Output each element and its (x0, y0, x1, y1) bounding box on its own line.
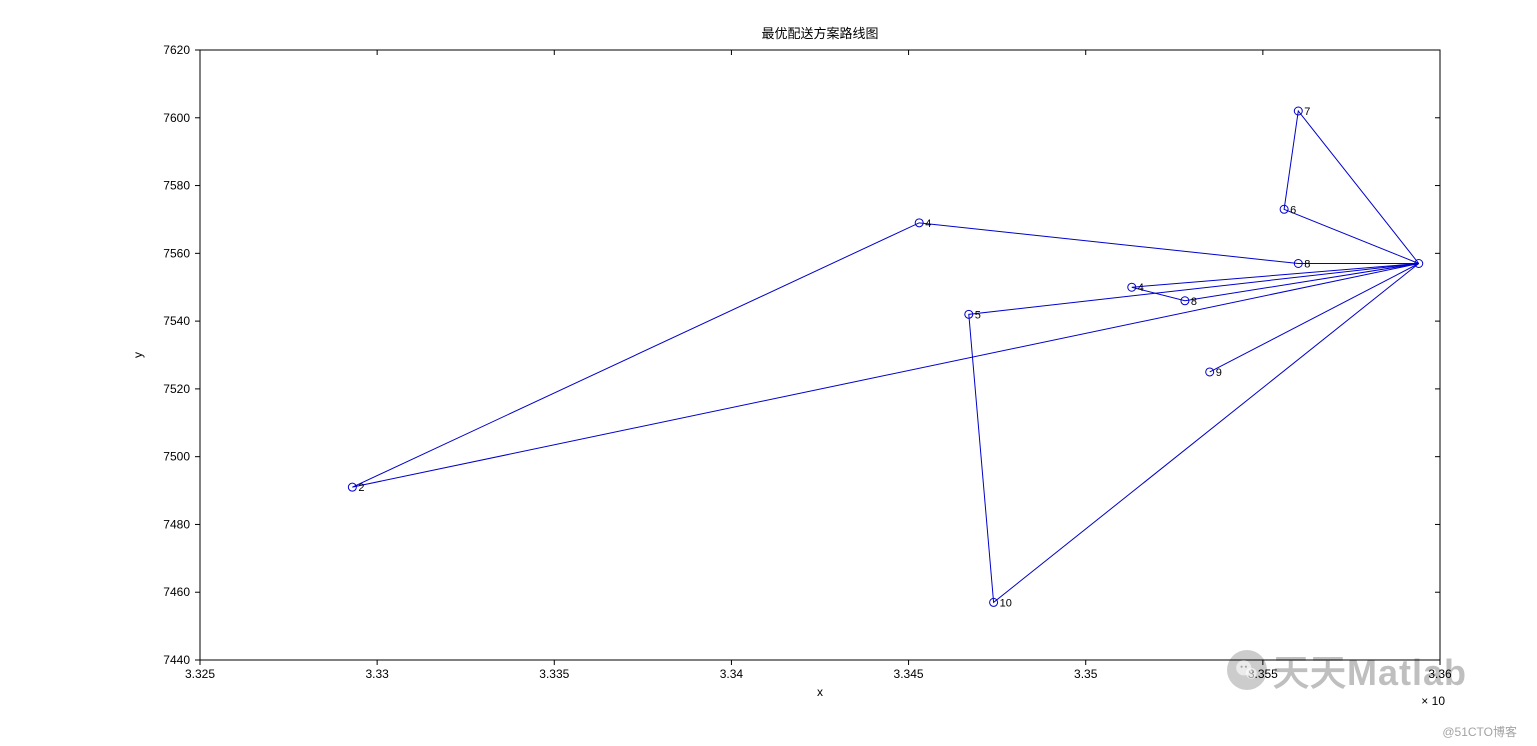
node-label: 4 (925, 218, 931, 230)
y-axis-label: y (131, 352, 145, 358)
node-label: 10 (1000, 597, 1012, 609)
y-tick-label: 7580 (163, 179, 190, 193)
y-tick-label: 7480 (163, 517, 190, 531)
y-tick-label: 7600 (163, 111, 190, 125)
y-tick-label: 7620 (163, 43, 190, 57)
y-tick-label: 7440 (163, 653, 190, 667)
y-tick-label: 7460 (163, 585, 190, 599)
wechat-icon (1227, 650, 1267, 690)
x-scale-label: × 10 (1421, 694, 1445, 708)
x-tick-label: 3.325 (185, 667, 215, 681)
x-tick-label: 3.335 (539, 667, 569, 681)
x-tick-label: 3.34 (720, 667, 744, 681)
node-label: 7 (1304, 106, 1310, 118)
node-label: 9 (1216, 367, 1222, 379)
x-tick-label: 3.35 (1074, 667, 1098, 681)
node-label: 4 (1138, 282, 1144, 294)
y-tick-label: 7500 (163, 450, 190, 464)
watermark-footer: @51CTO博客 (1442, 723, 1517, 740)
y-tick-label: 7520 (163, 382, 190, 396)
watermark-main: 天天Matlab (1227, 644, 1467, 696)
x-tick-label: 3.33 (365, 667, 389, 681)
node-label: 8 (1304, 259, 1310, 271)
node-label: 5 (975, 309, 981, 321)
watermark-main-text: 天天Matlab (1273, 644, 1467, 696)
node-label: 6 (1290, 204, 1296, 216)
x-axis-label: x (817, 685, 823, 699)
chart-title: 最优配送方案路线图 (761, 26, 878, 41)
node-label: 2 (358, 482, 364, 494)
node-label: 8 (1191, 296, 1197, 308)
y-tick-label: 7560 (163, 246, 190, 260)
x-tick-label: 3.345 (894, 667, 924, 681)
route-chart: 3.3253.333.3353.343.3453.353.3553.367440… (0, 0, 1537, 746)
y-tick-label: 7540 (163, 314, 190, 328)
